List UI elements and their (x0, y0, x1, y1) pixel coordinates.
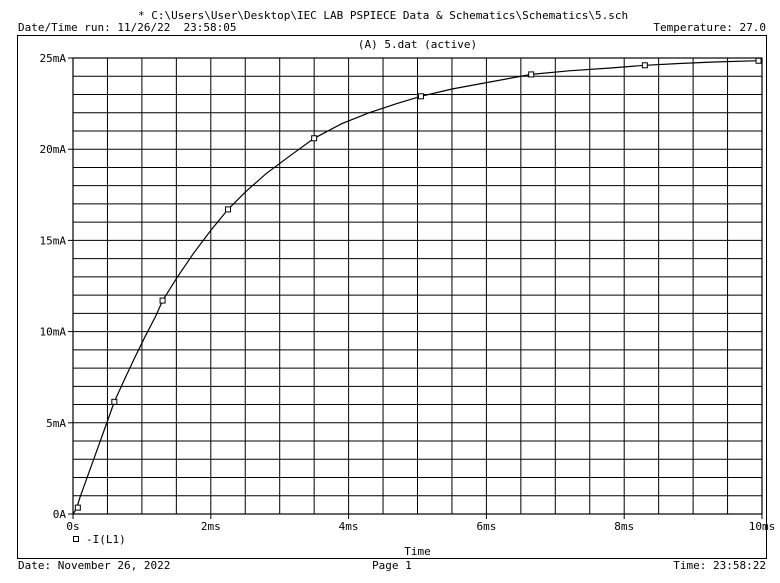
footer-time: Time: 23:58:22 (673, 559, 766, 572)
y-tick-label: 5mA (46, 417, 66, 430)
y-tick-label: 15mA (40, 234, 67, 247)
y-tick-label: 10mA (40, 326, 67, 339)
x-tick-label: 2ms (201, 520, 221, 533)
data-point-marker (528, 71, 535, 78)
legend-marker (73, 536, 79, 542)
y-tick-label: 0A (53, 508, 67, 521)
data-point-marker (111, 398, 118, 405)
file-path: * C:\Users\User\Desktop\IEC LAB PSPIECE … (138, 9, 629, 22)
footer-date: Date: November 26, 2022 (18, 559, 171, 572)
footer-page: Page 1 (372, 559, 412, 572)
x-axis-label: Time (404, 545, 431, 558)
x-tick-label: 0s (66, 520, 79, 533)
x-tick-label: 6ms (476, 520, 496, 533)
data-point-marker (417, 93, 424, 100)
outer-frame (17, 35, 767, 559)
data-point-marker (641, 62, 648, 69)
temperature: Temperature: 27.0 (653, 21, 766, 34)
series-line-current (72, 60, 763, 515)
data-point-marker (225, 206, 232, 213)
run-datetime: Date/Time run: 11/26/22 23:58:05 (18, 21, 237, 34)
x-tick-label: 4ms (339, 520, 359, 533)
x-tick-label: 10ms (749, 520, 776, 533)
data-point-marker (74, 504, 81, 511)
y-tick-label: 20mA (40, 143, 67, 156)
plot-border (72, 57, 763, 515)
data-point-marker (755, 57, 762, 64)
x-tick-label: 8ms (614, 520, 634, 533)
chart-title: (A) 5.dat (active) (358, 38, 477, 51)
legend-label: -I(L1) (86, 533, 126, 546)
y-tick-label: 25mA (40, 52, 67, 65)
data-point-marker (159, 297, 166, 304)
data-point-marker (311, 135, 318, 142)
